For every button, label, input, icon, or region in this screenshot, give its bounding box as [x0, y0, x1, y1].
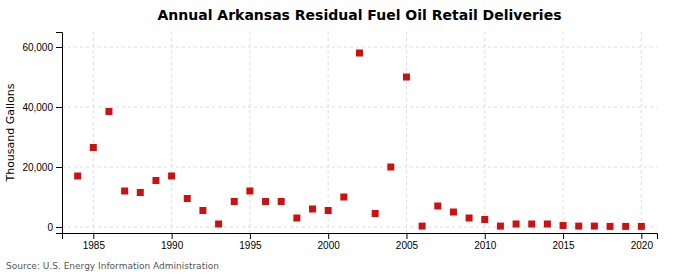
grid-line — [406, 32, 407, 233]
y-axis: 0 20,000 40,000 60,000 — [22, 33, 62, 234]
grid — [62, 32, 657, 233]
tick-mark — [406, 233, 407, 239]
point — [607, 223, 614, 230]
grid-line — [641, 32, 642, 233]
tick: 2015 — [552, 233, 575, 251]
tick-mark — [56, 167, 62, 168]
tick-mark — [250, 233, 251, 239]
point — [325, 207, 332, 214]
point — [74, 173, 81, 180]
point — [184, 195, 191, 202]
point — [246, 188, 253, 195]
point — [137, 189, 144, 196]
grid-line — [249, 32, 250, 233]
source-note: Source: U.S. Energy Information Administ… — [6, 261, 219, 271]
point — [215, 221, 222, 228]
tick: 60,000 — [22, 42, 62, 53]
point — [434, 203, 441, 210]
tick-label: 2015 — [552, 240, 575, 251]
point — [419, 223, 426, 230]
point — [105, 108, 112, 115]
tick-label: 20,000 — [22, 162, 53, 173]
tick-label: 2010 — [474, 240, 497, 251]
point — [591, 223, 598, 230]
grid-line — [62, 227, 657, 228]
point — [575, 223, 582, 230]
tick-label: 1995 — [239, 240, 262, 251]
tick: 2020 — [631, 233, 654, 251]
point — [90, 144, 97, 151]
point — [638, 223, 645, 230]
point — [387, 164, 394, 171]
tick: 1985 — [83, 233, 106, 251]
grid-line — [62, 107, 657, 108]
tick-mark — [172, 233, 173, 239]
tick-label: 2020 — [631, 240, 654, 251]
tick-mark — [563, 233, 564, 239]
tick-label: 0 — [47, 222, 53, 233]
tick-mark — [641, 233, 642, 239]
point — [372, 210, 379, 217]
tick-label: 40,000 — [22, 102, 53, 113]
tick-mark — [56, 107, 62, 108]
grid-line — [484, 32, 485, 233]
tick-label: 1990 — [161, 240, 184, 251]
point — [262, 198, 269, 205]
tick: 1990 — [161, 233, 184, 251]
x-axis: 1985 1990 1995 2000 2005 2010 2015 2020 — [63, 233, 658, 251]
tick: 2005 — [396, 233, 419, 251]
point — [356, 50, 363, 57]
point — [293, 215, 300, 222]
point — [168, 173, 175, 180]
point — [121, 188, 128, 195]
grid-line — [62, 47, 657, 48]
tick-label: 2005 — [396, 240, 419, 251]
axis-line — [56, 33, 63, 234]
tick-label: 1985 — [83, 240, 106, 251]
tick-mark — [485, 233, 486, 239]
y-axis-title: Thousand Gallons — [4, 83, 17, 182]
tick: 1995 — [239, 233, 262, 251]
point — [309, 206, 316, 213]
tick-label: 2000 — [318, 240, 341, 251]
title: Annual Arkansas Residual Fuel Oil Retail… — [158, 7, 562, 23]
axis-line — [63, 234, 658, 240]
point — [450, 209, 457, 216]
grid-line — [62, 167, 657, 168]
point — [278, 198, 285, 205]
grid-line — [328, 32, 329, 233]
point — [513, 221, 520, 228]
marks — [74, 50, 645, 230]
tick: 0 — [47, 222, 62, 233]
point — [497, 223, 504, 230]
point — [466, 215, 473, 222]
point — [622, 223, 629, 230]
grid-line — [563, 32, 564, 233]
tick: 2000 — [318, 233, 341, 251]
point — [560, 222, 567, 229]
point — [544, 221, 551, 228]
tick: 2010 — [474, 233, 497, 251]
grid-line — [171, 32, 172, 233]
point — [481, 216, 488, 223]
tick-mark — [328, 233, 329, 239]
point — [340, 194, 347, 201]
tick-mark — [56, 227, 62, 228]
grid-line — [93, 32, 94, 233]
plot-area: 1985 1990 1995 2000 2005 2010 2015 2020 0 20,000 4… — [22, 32, 657, 251]
point — [403, 74, 410, 81]
point — [231, 198, 238, 205]
chart: 1985 1990 1995 2000 2005 2010 2015 2020 0 20,000 4… — [0, 0, 675, 275]
tick-mark — [93, 233, 94, 239]
tick-mark — [56, 47, 62, 48]
point — [199, 207, 206, 214]
tick: 20,000 — [22, 162, 62, 173]
tick-label: 60,000 — [22, 42, 53, 53]
tick: 40,000 — [22, 102, 62, 113]
point — [528, 221, 535, 228]
point — [152, 177, 159, 184]
